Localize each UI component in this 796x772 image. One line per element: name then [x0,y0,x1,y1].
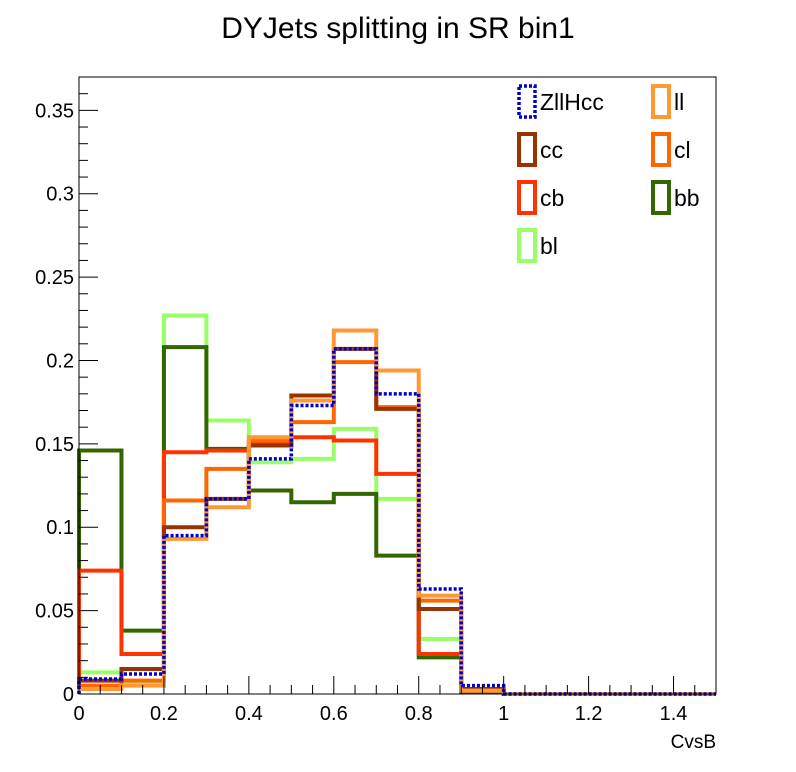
legend-label-ll: ll [674,89,684,115]
legend-item-zllhcc: ZllHcc [517,84,604,119]
legend-label-bb: bb [674,185,700,211]
y-tick-label: 0.1 [46,517,74,539]
x-tick-label: 0.4 [235,703,263,725]
x-tick-label: 1.2 [575,703,603,725]
legend-swatch-cc [517,132,537,167]
series-layer [77,313,716,696]
y-tick-label: 0.2 [46,350,74,372]
y-tick-label: 0.05 [35,601,74,623]
y-tick-label: 0 [63,684,74,706]
legend-swatch-bl [517,228,537,263]
legend-label-zllhcc: ZllHcc [540,89,604,115]
legend: ZllHcc ll cc cl cb bb bl [517,84,700,263]
legend-swatch-bb [651,180,671,215]
y-tick-label: 0.35 [35,100,74,122]
x-tick-label: 0.8 [405,703,433,725]
axis-layer: 0 0.2 0.4 0.6 0.8 1 1.2 1.4 0 0.05 0.1 0.15 0.2 0.25 0… [35,76,717,725]
legend-swatch-cl [651,132,671,167]
x-tick-label: 0.6 [320,703,348,725]
x-tick-label: 1.4 [660,703,688,725]
legend-label-cb: cb [540,185,564,211]
legend-label-bl: bl [540,233,558,259]
legend-item-cl: cl [651,132,691,167]
legend-item-cb: cb [517,180,564,215]
chart-title: DYJets splitting in SR bin1 [221,12,575,45]
y-tick-label: 0.15 [35,434,74,456]
x-axis-label: CvsB [671,732,716,753]
legend-swatch-ll [651,84,671,119]
x-tick-label: 0 [73,703,84,725]
series-line-zllhcc [77,347,716,696]
y-tick-label: 0.3 [46,184,74,206]
legend-label-cl: cl [674,137,691,163]
x-tick-label: 0.2 [150,703,178,725]
legend-item-bl: bl [517,228,558,263]
y-tick-label: 0.25 [35,267,74,289]
x-tick-label: 1 [498,703,509,725]
legend-label-cc: cc [540,137,563,163]
legend-swatch-cb [517,180,537,215]
legend-item-bb: bb [651,180,700,215]
legend-item-ll: ll [651,84,684,119]
legend-swatch-zllhcc [517,84,537,119]
legend-item-cc: cc [517,132,563,167]
series-zllhcc [77,347,716,696]
